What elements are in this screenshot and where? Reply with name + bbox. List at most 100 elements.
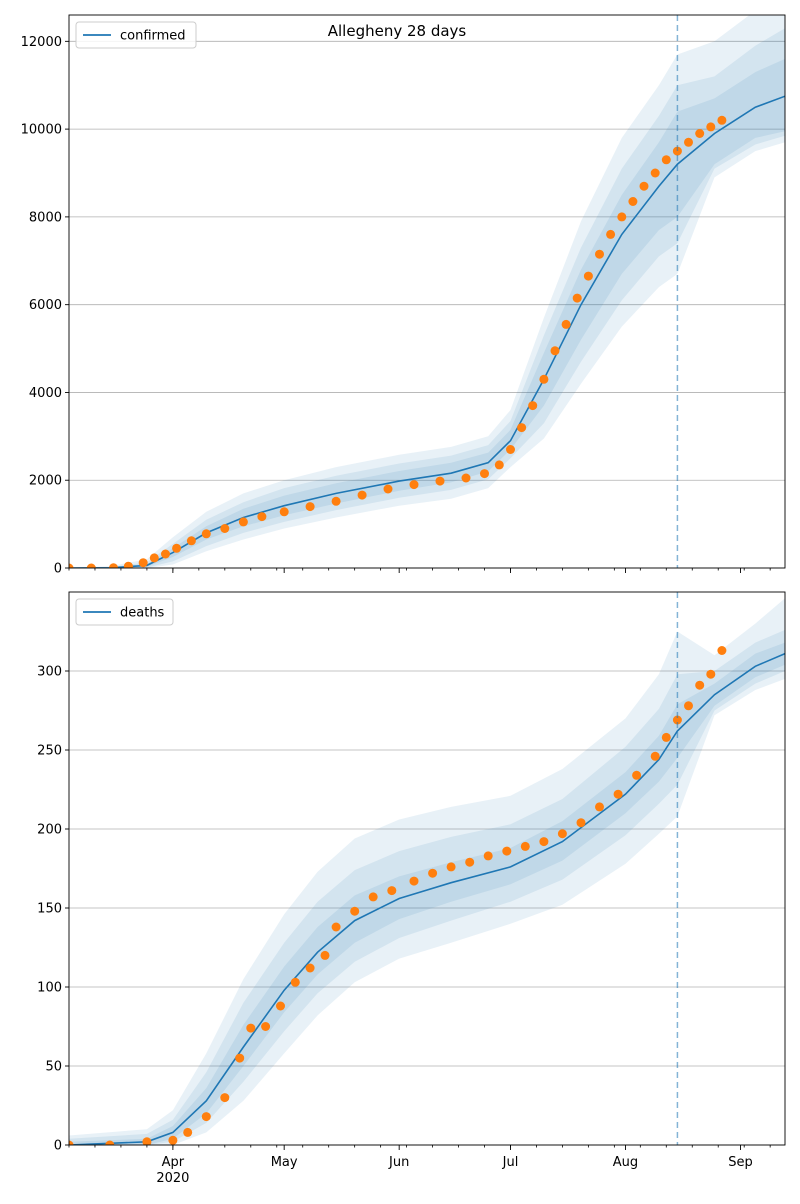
observed-point xyxy=(201,529,211,539)
y-tick-label: 250 xyxy=(37,744,62,759)
observed-point xyxy=(502,846,512,856)
observed-point xyxy=(305,963,315,973)
observed-point xyxy=(483,851,493,861)
observed-point xyxy=(142,1137,152,1145)
x-tick-label: Jul xyxy=(502,1155,519,1170)
legend-confirmed: confirmed xyxy=(75,21,197,49)
y-tick-label: 8000 xyxy=(29,210,62,225)
observed-point xyxy=(672,715,682,725)
y-tick-label: 12000 xyxy=(21,35,62,50)
observed-point xyxy=(387,886,397,896)
y-tick-label: 6000 xyxy=(29,298,62,313)
axes-frame xyxy=(68,591,786,1146)
observed-point xyxy=(123,561,133,568)
observed-point xyxy=(428,868,438,878)
observed-point xyxy=(105,1140,115,1145)
observed-point xyxy=(706,122,716,132)
observed-point xyxy=(684,137,693,147)
observed-point xyxy=(539,837,549,847)
observed-point xyxy=(650,751,660,761)
x-tick-label: Sep xyxy=(728,1155,753,1170)
observed-point xyxy=(595,249,604,259)
observed-point xyxy=(331,496,341,506)
observed-point xyxy=(357,490,367,500)
observed-point xyxy=(617,212,627,222)
observed-point xyxy=(550,346,560,356)
observed-point xyxy=(557,829,567,839)
chart-title: Allegheny 28 days xyxy=(328,22,467,40)
uncertainty-band xyxy=(69,629,785,1145)
observed-point xyxy=(595,802,604,812)
observed-point xyxy=(517,423,527,433)
x-tick-label: Aug xyxy=(613,1155,638,1170)
y-tick-label: 4000 xyxy=(29,386,62,401)
y-tick-label: 150 xyxy=(37,902,62,917)
observed-point xyxy=(706,669,716,679)
observed-point xyxy=(613,789,623,799)
observed-point xyxy=(684,701,693,711)
observed-point xyxy=(383,484,393,494)
x-tick-label: Apr xyxy=(162,1155,185,1170)
y-tick-label: 0 xyxy=(54,562,62,577)
plot-area xyxy=(69,15,785,568)
observed-point xyxy=(409,876,419,886)
observed-point xyxy=(539,374,549,384)
uncertainty-band xyxy=(69,58,785,568)
observed-point xyxy=(672,146,682,156)
observed-point xyxy=(480,469,489,479)
panel-confirmed: 0 2000 4000 6000 8000 10000 12000 confirmed xyxy=(21,14,786,577)
observed-point xyxy=(632,770,642,780)
observed-point xyxy=(350,906,360,916)
observed-point xyxy=(220,1093,230,1103)
observed-point xyxy=(409,480,419,490)
observed-point xyxy=(717,115,727,125)
y-tick-label: 0 xyxy=(54,1139,62,1154)
observed-point xyxy=(69,1140,74,1145)
observed-point xyxy=(235,1053,245,1063)
y-tick-label: 200 xyxy=(37,823,62,838)
observed-point xyxy=(331,922,341,932)
observed-point xyxy=(695,129,705,138)
x-year-label: 2020 xyxy=(156,1171,189,1186)
observed-point xyxy=(109,563,118,568)
legend-deaths: deaths xyxy=(75,598,174,626)
observed-point xyxy=(506,445,515,454)
observed-point xyxy=(172,543,182,553)
observed-point xyxy=(186,536,196,546)
y-tick-label: 2000 xyxy=(29,474,62,489)
observed-point xyxy=(138,558,148,568)
observed-point xyxy=(661,732,671,742)
observed-point xyxy=(435,476,445,486)
observed-point xyxy=(572,293,582,303)
observed-point xyxy=(69,563,74,568)
observed-point xyxy=(290,977,300,987)
observed-point xyxy=(246,1023,256,1033)
observed-point xyxy=(168,1135,178,1145)
observed-point xyxy=(465,857,475,867)
observed-point xyxy=(461,473,471,483)
legend-label: deaths xyxy=(120,606,165,621)
panel-deaths: 0 50 100 150 200 250 300 Apr May Jun Jul Aug Sep 2020… xyxy=(37,591,786,1186)
observed-point xyxy=(161,549,170,559)
observed-point xyxy=(446,862,456,872)
observed-point xyxy=(494,460,504,470)
observed-point xyxy=(561,319,571,329)
observed-point xyxy=(279,507,289,517)
observed-point xyxy=(650,168,660,178)
y-tick-label: 50 xyxy=(45,1060,62,1075)
model-line-deaths xyxy=(69,652,785,1145)
observed-point xyxy=(305,502,315,512)
x-tick-label: May xyxy=(271,1155,298,1170)
observed-point xyxy=(261,1022,271,1031)
legend-box xyxy=(75,598,174,626)
uncertainty-band xyxy=(69,15,785,568)
uncertainty-band xyxy=(69,28,785,568)
observed-point xyxy=(606,229,616,239)
observed-point xyxy=(320,950,330,960)
observed-point xyxy=(368,892,378,902)
observed-point xyxy=(695,680,705,690)
observed-point xyxy=(183,1127,193,1137)
observed-point xyxy=(220,524,230,533)
y-tick-label: 10000 xyxy=(21,123,62,138)
